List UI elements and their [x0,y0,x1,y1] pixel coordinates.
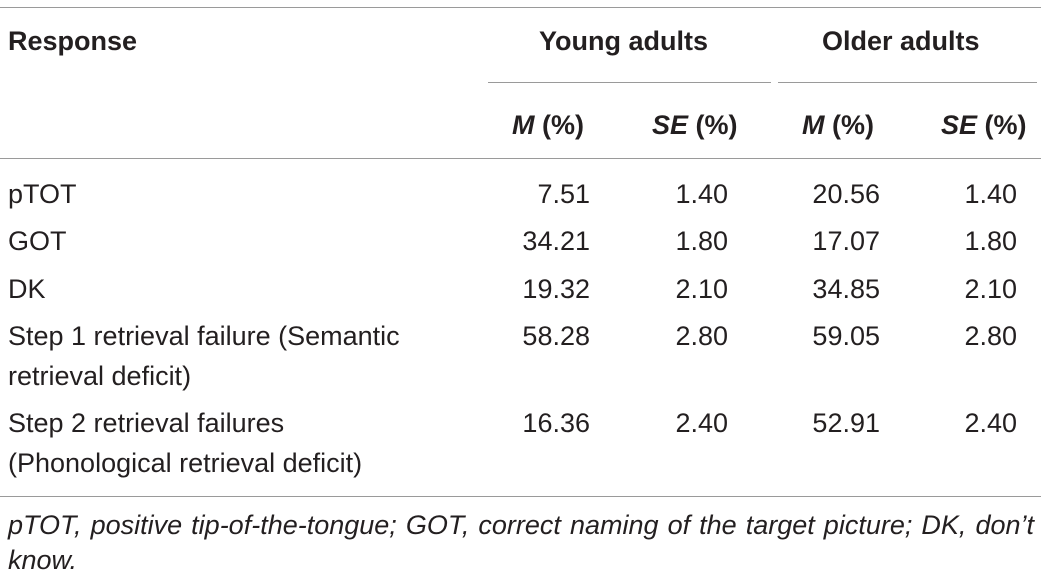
body-bottom-rule [0,496,1041,497]
column-header-young-se: SE (%) [652,110,738,140]
row-label-ptot: pTOT [8,179,77,209]
cell-young-se: 2.10 [675,274,728,304]
group-header-young: Young adults [539,26,708,56]
cell-young-m: 19.32 [522,274,590,304]
cell-older-m: 20.56 [812,179,880,209]
column-header-response: Response [8,26,138,56]
top-rule [0,7,1041,8]
cell-young-se: 1.80 [675,226,728,256]
row-label-got: GOT [8,226,67,256]
row-label-step2-cont: (Phonological retrieval deficit) [8,448,363,478]
column-header-older-se: SE (%) [941,110,1027,140]
cell-young-m: 7.51 [537,179,590,209]
cell-older-se: 1.40 [964,179,1017,209]
cell-young-m: 58.28 [522,321,590,351]
cell-young-m: 34.21 [522,226,590,256]
row-label-step2: Step 2 retrieval failures [8,408,285,438]
cell-older-m: 17.07 [812,226,880,256]
cell-young-m: 16.36 [522,408,590,438]
group-header-older: Older adults [822,26,980,56]
header-bottom-rule [0,158,1041,159]
cell-young-se: 2.40 [675,408,728,438]
cell-young-se: 1.40 [675,179,728,209]
young-group-rule [488,82,771,83]
cell-older-m: 52.91 [812,408,880,438]
cell-older-se: 1.80 [964,226,1017,256]
cell-older-m: 59.05 [812,321,880,351]
table-footnote: pTOT, positive tip-of-the-tongue; GOT, c… [8,510,1034,575]
row-label-step1-cont: retrieval deficit) [8,361,192,391]
cell-older-se: 2.40 [964,408,1017,438]
cell-older-se: 2.10 [964,274,1017,304]
older-group-rule [778,82,1037,83]
column-header-older-m: M (%) [802,110,874,140]
cell-older-se: 2.80 [964,321,1017,351]
row-label-step1: Step 1 retrieval failure (Semantic [8,321,400,351]
column-header-young-m: M (%) [512,110,584,140]
row-label-dk: DK [8,274,46,304]
cell-young-se: 2.80 [675,321,728,351]
cell-older-m: 34.85 [812,274,880,304]
